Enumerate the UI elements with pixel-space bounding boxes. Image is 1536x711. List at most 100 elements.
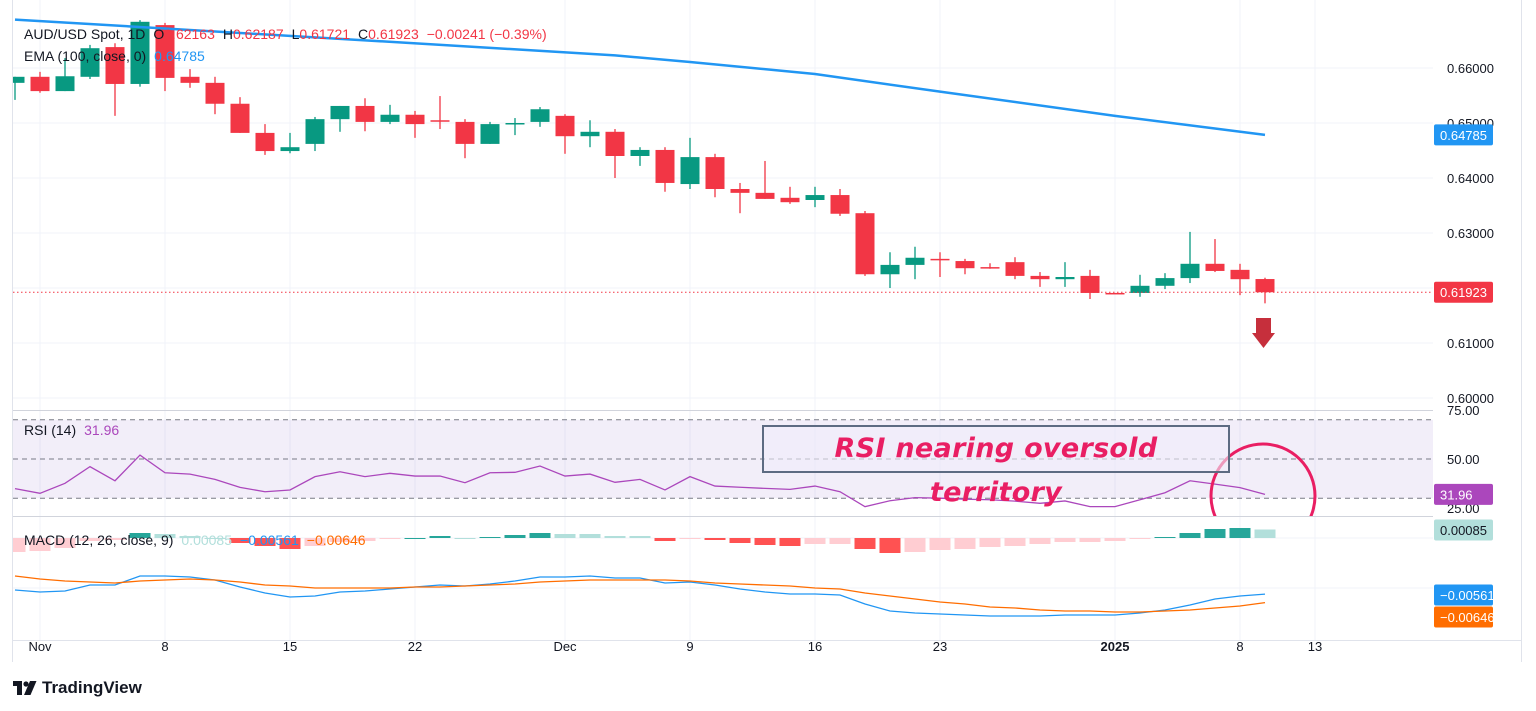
candle[interactable]	[630, 147, 650, 166]
rsi-legend[interactable]: RSI (14) 31.96	[24, 421, 119, 439]
price-axis-label: 0.60000	[1447, 391, 1494, 406]
macd-signal-line[interactable]	[14, 575, 1266, 613]
candle-body	[530, 109, 550, 122]
close-label: C	[358, 26, 369, 42]
candle[interactable]	[830, 189, 850, 216]
candle-body	[1130, 285, 1150, 293]
macd-histogram-bar	[204, 538, 226, 539]
rsi-line[interactable]	[14, 454, 1266, 508]
macd-histogram-bar	[1104, 538, 1126, 541]
candle[interactable]	[1255, 277, 1275, 304]
candle[interactable]	[6, 76, 25, 100]
macd-histogram-bar	[404, 538, 426, 539]
candle[interactable]	[755, 160, 775, 199]
tradingview-logo[interactable]: TradingView	[13, 678, 142, 698]
candle[interactable]	[1030, 272, 1050, 287]
candle[interactable]	[680, 137, 700, 189]
candle[interactable]	[80, 44, 100, 79]
candle-body	[1180, 263, 1200, 279]
candle[interactable]	[655, 147, 675, 192]
candle-body	[305, 119, 325, 144]
candle[interactable]	[205, 76, 225, 115]
macd-histogram-bar	[529, 533, 551, 538]
macd-histogram-bar	[1154, 537, 1176, 538]
time-axis-label: 8	[1236, 639, 1243, 654]
symbol-title[interactable]: AUD/USD Spot, 1D	[24, 26, 146, 42]
candle[interactable]	[380, 104, 400, 125]
macd-histogram-bar	[704, 538, 726, 540]
candle-body	[680, 157, 700, 185]
candle[interactable]	[355, 98, 375, 132]
macd-histogram-bar	[229, 538, 251, 543]
candle[interactable]	[780, 186, 800, 204]
macd-histogram-bar	[804, 538, 826, 544]
symbol-legend[interactable]: AUD/USD Spot, 1D O0.62163 H0.62187 L0.61721…	[24, 25, 547, 43]
candle[interactable]	[155, 22, 175, 92]
candle-body	[255, 132, 275, 152]
candle[interactable]	[1205, 239, 1225, 273]
candle[interactable]	[1130, 274, 1150, 297]
candle[interactable]	[730, 182, 750, 214]
macd-legend[interactable]: MACD (12, 26, close, 9) 0.00085 −0.00561 −0…	[24, 531, 366, 549]
candle[interactable]	[805, 186, 825, 208]
ema-line[interactable]	[14, 18, 1266, 137]
candle[interactable]	[580, 120, 600, 148]
candle-body	[580, 131, 600, 137]
candle[interactable]	[230, 97, 250, 133]
macd-line[interactable]	[14, 575, 1266, 617]
candle-body	[705, 157, 725, 189]
candle[interactable]	[105, 43, 125, 116]
price-axis-label: 0.61000	[1447, 336, 1494, 351]
candle[interactable]	[305, 116, 325, 152]
candle[interactable]	[555, 114, 575, 154]
candle[interactable]	[180, 69, 200, 88]
candle[interactable]	[955, 258, 975, 275]
time-axis-label: 22	[408, 639, 422, 654]
candle[interactable]	[455, 119, 475, 159]
candle[interactable]	[505, 118, 525, 136]
macd-line-tag-text: −0.00561	[1440, 588, 1495, 603]
candle[interactable]	[280, 132, 300, 154]
macd-label[interactable]: MACD (12, 26, close, 9)	[24, 532, 174, 548]
ema-label[interactable]: EMA (100, close, 0)	[24, 48, 147, 64]
candle[interactable]	[930, 252, 950, 277]
candle[interactable]	[405, 110, 425, 138]
ema-legend[interactable]: EMA (100, close, 0) 0.64785	[24, 47, 205, 65]
candle[interactable]	[1080, 269, 1100, 299]
macd-histogram-value: 0.00085	[181, 532, 232, 548]
candle-body	[105, 47, 125, 84]
candle[interactable]	[905, 246, 925, 280]
time-axis[interactable]: Nov 8 15 22 Dec 9 16 23 2025 8 13	[28, 639, 1322, 654]
tradingview-logo-text: TradingView	[42, 678, 142, 697]
candle[interactable]	[30, 71, 50, 93]
macd-histogram-bar	[654, 538, 676, 541]
candle[interactable]	[130, 20, 150, 87]
candle[interactable]	[55, 58, 75, 92]
candle[interactable]	[605, 129, 625, 178]
tradingview-logo-icon	[13, 681, 37, 695]
candle[interactable]	[1180, 231, 1200, 284]
candle[interactable]	[1055, 262, 1075, 287]
candle[interactable]	[980, 263, 1000, 269]
candle[interactable]	[705, 153, 725, 198]
candle[interactable]	[1005, 257, 1025, 280]
candle[interactable]	[880, 252, 900, 288]
macd-histogram-bar	[13, 538, 26, 552]
candle[interactable]	[480, 121, 500, 144]
candle-body	[905, 257, 925, 265]
price-pane[interactable]	[6, 18, 1434, 304]
macd-pane[interactable]	[5, 528, 1276, 617]
candle[interactable]	[855, 211, 875, 276]
macd-histogram-bar	[554, 534, 576, 538]
candle[interactable]	[330, 105, 350, 132]
candle[interactable]	[1230, 263, 1250, 296]
candle-body	[205, 82, 225, 104]
high-value: 0.62187	[233, 26, 284, 42]
candle[interactable]	[1155, 273, 1175, 290]
candle[interactable]	[530, 107, 550, 127]
candle[interactable]	[430, 96, 450, 130]
candle[interactable]	[255, 124, 275, 155]
rsi-label[interactable]: RSI (14)	[24, 422, 77, 438]
candle[interactable]	[1105, 292, 1125, 295]
